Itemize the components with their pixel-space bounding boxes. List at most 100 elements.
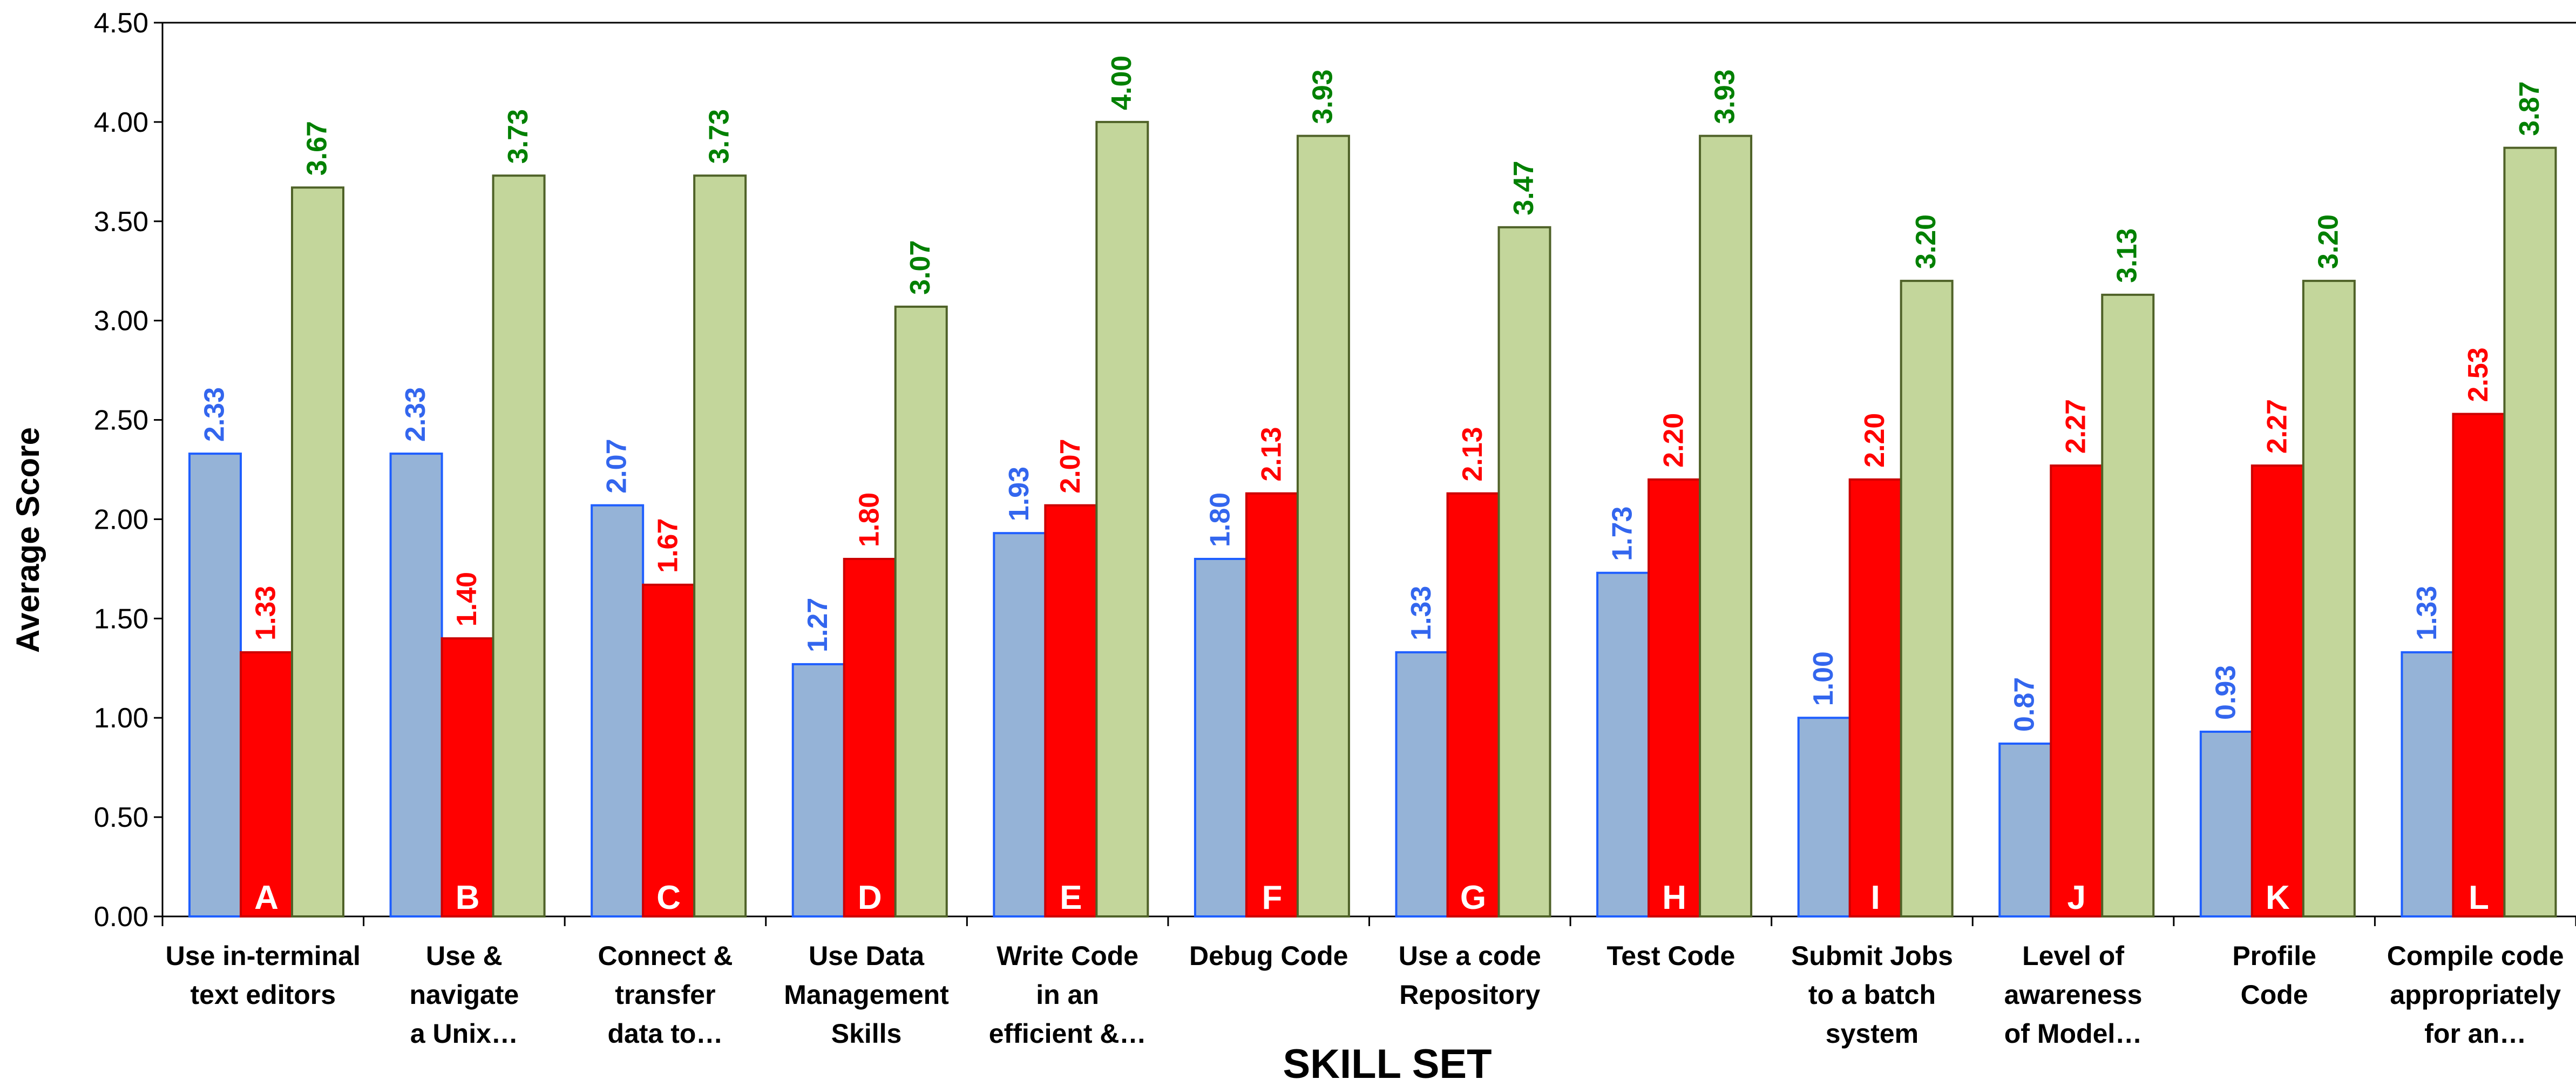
bar-letter: B	[456, 879, 480, 916]
x-tick-label: Level of	[2022, 941, 2124, 971]
data-label: 2.07	[601, 439, 633, 493]
x-tick-label: Connect &	[598, 941, 733, 971]
bar-series-1	[2199, 730, 2253, 918]
x-tick-label: Use &	[426, 941, 503, 971]
x-tick-label: appropriately	[2390, 980, 2561, 1010]
bar-series-2	[1044, 504, 1098, 918]
y-tick-label: 3.00	[94, 306, 148, 337]
bar-series-2	[843, 558, 897, 918]
x-tick-label: system	[1826, 1018, 1919, 1049]
bar-series-2	[642, 583, 696, 918]
x-tick-label: to a batch	[1808, 980, 1936, 1010]
bar-series-1	[2401, 651, 2455, 918]
data-label: 1.80	[853, 493, 885, 547]
x-tick-label: transfer	[615, 980, 715, 1010]
bar-series-3	[1900, 280, 1954, 918]
data-label: 3.20	[2313, 214, 2344, 269]
bar-series-1	[1797, 717, 1851, 918]
data-label: 3.73	[503, 109, 534, 164]
bar-series-3	[492, 174, 546, 918]
data-label: 2.33	[199, 387, 231, 442]
data-label: 2.53	[2463, 347, 2494, 402]
y-tick-label: 1.00	[94, 703, 148, 734]
data-label: 2.27	[2060, 399, 2092, 454]
x-tick-label: Write Code	[996, 941, 1138, 971]
bar-series-1	[1194, 558, 1248, 918]
data-label: 2.33	[400, 387, 431, 442]
bar-series-2	[440, 637, 494, 918]
bar-series-1	[791, 663, 845, 918]
x-tick-label: efficient &…	[989, 1018, 1147, 1049]
bar-series-2	[1648, 478, 1701, 918]
data-label: 1.33	[250, 586, 282, 640]
x-axis-title: SKILL SET	[1283, 1041, 1492, 1086]
x-tick-label: for an…	[2424, 1018, 2526, 1049]
data-label: 1.93	[1004, 467, 1035, 521]
x-tick-label: Skills	[831, 1018, 902, 1049]
data-label: 3.93	[1307, 69, 1338, 124]
x-tick-label: Profile	[2232, 941, 2316, 971]
x-tick-label: of Model…	[2004, 1018, 2143, 1049]
x-tick-label: Use in-terminal	[166, 941, 361, 971]
bar-series-1	[389, 453, 443, 918]
bars: 2.33 1.33 3.67 A 2.33 1.40 3.73 B 2.07 1.67 3.73 C 1…	[188, 56, 2557, 918]
bar-series-3	[1699, 134, 1753, 918]
data-label: 2.07	[1055, 439, 1086, 493]
y-axis-title: Average Score	[10, 427, 46, 653]
bar-series-3	[291, 186, 344, 918]
bar-series-2	[1446, 492, 1500, 918]
data-label: 1.80	[1204, 493, 1236, 547]
bar-letter: F	[1262, 879, 1282, 916]
bar-letter: E	[1060, 879, 1082, 916]
data-label: 1.40	[451, 572, 483, 626]
bar-series-2	[1848, 478, 1902, 918]
bar-series-3	[894, 305, 948, 918]
x-tick-label: navigate	[409, 980, 519, 1010]
data-label: 2.20	[1859, 413, 1890, 468]
data-label: 1.27	[802, 598, 833, 652]
x-tick-label: Test Code	[1606, 941, 1735, 971]
x-tick-label: Use a code	[1399, 941, 1541, 971]
bar-series-1	[591, 504, 645, 918]
y-tick-label: 1.50	[94, 603, 148, 635]
data-label: 0.93	[2210, 665, 2241, 720]
data-label: 2.13	[1256, 427, 1287, 481]
x-tick-label: text editors	[191, 980, 336, 1010]
bar-series-2	[2050, 464, 2104, 918]
data-label: 1.33	[1406, 586, 1437, 640]
x-tick-label: Compile code	[2387, 941, 2564, 971]
y-tick-label: 2.50	[94, 405, 148, 436]
y-tick-label: 4.00	[94, 107, 148, 138]
y-tick-label: 4.50	[94, 8, 148, 39]
x-axis: Use in-terminal text editors Use & navigate…	[161, 916, 2576, 1049]
data-label: 2.13	[1457, 427, 1488, 481]
x-tick-label: Submit Jobs	[1791, 941, 1953, 971]
bar-series-3	[2101, 293, 2155, 918]
x-tick-label: Management	[784, 980, 949, 1010]
bar-series-1	[993, 532, 1047, 918]
bar-series-2	[240, 651, 293, 918]
bar-letter: K	[2266, 879, 2290, 916]
data-label: 0.87	[2009, 677, 2041, 732]
y-tick-label: 3.50	[94, 206, 148, 238]
bar-letter: C	[656, 879, 681, 916]
data-label: 1.00	[1808, 651, 1839, 706]
bar-letter: D	[858, 879, 882, 916]
bar-series-3	[2302, 280, 2356, 918]
bar-series-3	[1296, 134, 1350, 918]
bar-letter: L	[2469, 879, 2489, 916]
bar-series-1	[1596, 571, 1650, 918]
x-tick-label: Debug Code	[1189, 941, 1348, 971]
bar-series-2	[2452, 413, 2506, 918]
bar-letter: H	[1662, 879, 1686, 916]
x-tick-label: in an	[1036, 980, 1099, 1010]
data-label: 3.87	[2514, 81, 2545, 136]
x-tick-label: Code	[2241, 980, 2308, 1010]
data-label: 3.67	[302, 121, 333, 176]
data-label: 3.47	[1508, 161, 1540, 215]
bar-letter: J	[2067, 879, 2086, 916]
data-label: 3.20	[1910, 214, 1942, 269]
bar-series-3	[1095, 120, 1149, 918]
x-tick-label: Use Data	[809, 941, 925, 971]
